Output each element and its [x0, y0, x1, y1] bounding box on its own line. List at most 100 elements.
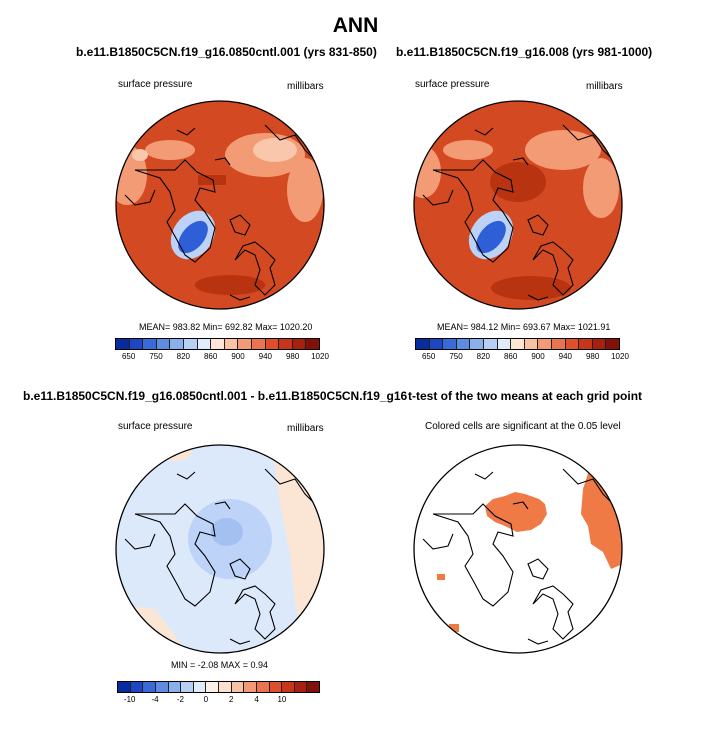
colorbar-tick-label: 2 [228, 695, 234, 704]
colorbar-tick-label: 940 [258, 352, 272, 361]
panel2-polar-map [413, 100, 623, 310]
colorbar-swatch [244, 682, 257, 692]
map2-dark-band [491, 276, 571, 300]
colorbar-tick-label: 900 [231, 352, 245, 361]
colorbar-tick-label: -4 [151, 695, 159, 704]
map4-significant-dot [437, 574, 445, 580]
colorbar-swatch [183, 339, 198, 349]
colorbar-swatch [307, 682, 319, 692]
panel1-units-label: millibars [287, 81, 324, 92]
colorbar-diff-swatches [117, 681, 320, 693]
map1-lighter-northwest [145, 140, 195, 160]
colorbar-tick-label: 860 [203, 352, 218, 361]
colorbar-swatch [497, 339, 512, 349]
colorbar-abs2-ticks: 650 750 820 860 900 940 980 1020 [415, 350, 629, 362]
panel3-polar-map [115, 444, 325, 654]
colorbar-swatch [279, 339, 293, 349]
colorbar-swatch [251, 339, 266, 349]
panel2-variable-label: surface pressure [415, 79, 490, 90]
colorbar-swatch [118, 682, 131, 692]
colorbar-tick-label: 980 [585, 352, 600, 361]
colorbar-swatch [416, 339, 430, 349]
colorbar-swatch [429, 339, 444, 349]
panel1-polar-map [115, 100, 325, 310]
colorbar-tick-label: 860 [503, 352, 518, 361]
panel1-colorbar: 650 750 820 860 900 940 980 1020 [115, 338, 329, 362]
colorbar-swatch [170, 339, 184, 349]
colorbar-tick-label: 750 [149, 352, 163, 361]
colorbar-swatch [592, 339, 607, 349]
colorbar-swatch [155, 682, 169, 692]
map2-lighter-west [414, 146, 441, 198]
panel2-units-label: millibars [586, 81, 623, 92]
panel1-stats: MEAN= 983.82 Min= 692.82 Max= 1020.20 [139, 322, 313, 332]
colorbar-swatch [524, 339, 539, 349]
panel4-subtitle: Colored cells are significant at the 0.0… [425, 421, 621, 432]
colorbar-swatch [470, 339, 484, 349]
colorbar-tick-label: 650 [121, 352, 136, 361]
colorbar-swatch [306, 339, 319, 349]
panel2-colorbar: 650 750 820 860 900 940 980 1020 [415, 338, 629, 362]
colorbar-swatch [130, 682, 144, 692]
map3-negative-deep [211, 518, 243, 546]
colorbar-swatch [456, 339, 471, 349]
map1-greenland-low [178, 220, 208, 254]
colorbar-tick-label: 900 [531, 352, 545, 361]
colorbar-tick-label: 820 [176, 352, 190, 361]
map4-significant-south [449, 624, 459, 632]
panel3-colorbar: -10 -4 -2 0 2 4 10 [117, 681, 320, 705]
panel3-stats: MIN = -2.08 MAX = 0.94 [171, 660, 269, 670]
map2-dark-arctic [490, 162, 546, 202]
colorbar-swatch [168, 682, 182, 692]
map3-positive-nw [157, 445, 193, 461]
colorbar-diff-ticks: -10 -4 -2 0 2 4 10 [117, 693, 320, 705]
colorbar-abs2-swatches [415, 338, 620, 350]
map2-lighter-northwest [443, 140, 493, 160]
map2-greenland-low [476, 220, 506, 254]
colorbar-tick-label: 4 [254, 695, 259, 704]
colorbar-swatch [156, 339, 171, 349]
colorbar-swatch [143, 339, 157, 349]
colorbar-swatch [265, 339, 280, 349]
colorbar-swatch [579, 339, 593, 349]
colorbar-swatch [211, 339, 225, 349]
colorbar-swatch [292, 339, 307, 349]
colorbar-swatch [443, 339, 457, 349]
panel3-units-label: millibars [287, 423, 324, 434]
colorbar-swatch [129, 339, 144, 349]
map1-dark-band [195, 275, 265, 295]
colorbar-swatch [116, 339, 130, 349]
colorbar-swatch [282, 682, 295, 692]
colorbar-swatch [224, 339, 239, 349]
panel2-stats: MEAN= 984.12 Min= 693.67 Max= 1021.91 [437, 322, 611, 332]
map4-significant-arctic [485, 492, 547, 532]
colorbar-swatch [181, 682, 194, 692]
colorbar-swatch [256, 682, 270, 692]
colorbar-tick-label: 940 [558, 352, 572, 361]
panel1-variable-label: surface pressure [118, 79, 193, 90]
colorbar-swatch [219, 682, 232, 692]
colorbar-tick-label: 980 [285, 352, 300, 361]
colorbar-tick-label: 1020 [311, 352, 329, 361]
map1-lighter-dot [132, 149, 148, 161]
colorbar-tick-label: -10 [123, 695, 136, 704]
panel3-title: b.e11.B1850C5CN.f19_g16.0850cntl.001 - b… [23, 389, 408, 403]
colorbar-swatch [551, 339, 566, 349]
colorbar-tick-label: 0 [203, 695, 209, 704]
colorbar-swatch [269, 682, 283, 692]
colorbar-swatch [197, 339, 212, 349]
colorbar-tick-label: 1020 [611, 352, 629, 361]
colorbar-swatch [206, 682, 219, 692]
colorbar-tick-label: -2 [176, 695, 184, 704]
colorbar-swatch [606, 339, 619, 349]
colorbar-swatch [511, 339, 525, 349]
colorbar-tick-label: 650 [421, 352, 436, 361]
colorbar-tick-label: 10 [277, 695, 287, 704]
colorbar-swatch [483, 339, 498, 349]
colorbar-tick-label: 820 [476, 352, 490, 361]
colorbar-swatch [538, 339, 552, 349]
main-title: ANN [332, 14, 379, 37]
map1-lighter-east [287, 158, 323, 222]
colorbar-swatch [193, 682, 207, 692]
panel4-polar-map [413, 444, 623, 654]
